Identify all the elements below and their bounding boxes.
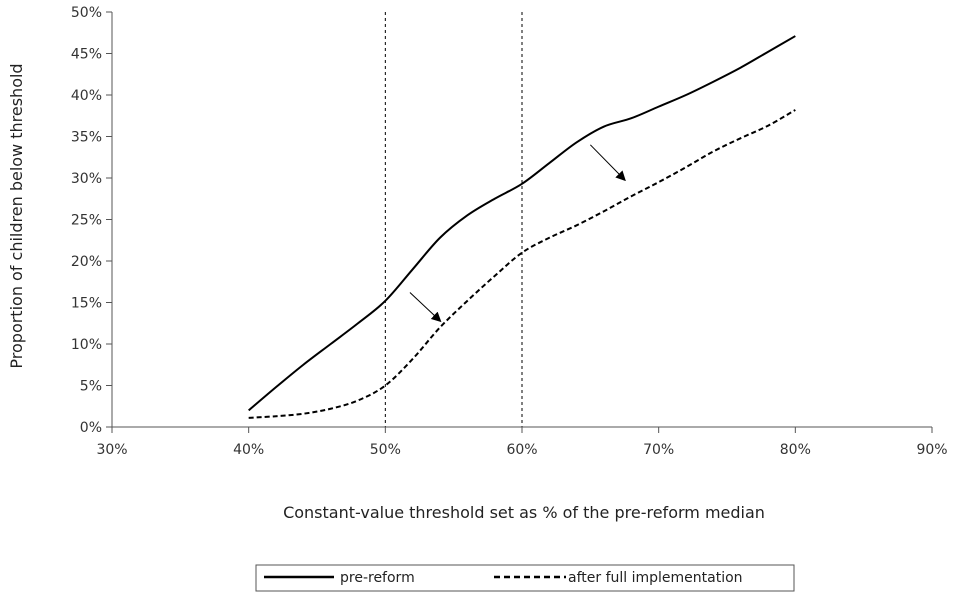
x-axis-title: Constant-value threshold set as % of the… (283, 503, 765, 522)
x-tick-label: 40% (233, 442, 264, 458)
annotation-arrow (409, 292, 442, 323)
series-line-pre-reform (248, 35, 796, 412)
legend-label-pre-reform: pre-reform (340, 570, 415, 586)
y-axis-ticks: 0% 5% 10% 15% 20% 25% 30% 35% 40% 45% 50% (71, 5, 112, 436)
legend: pre-reform after full implementation (255, 564, 795, 592)
y-tick-label: 35% (71, 130, 102, 146)
y-tick-label: 45% (71, 47, 102, 63)
x-tick-label: 90% (916, 442, 947, 458)
plot-series (248, 35, 796, 419)
annotation-arrow (589, 144, 626, 182)
y-tick-label: 25% (71, 213, 102, 229)
y-tick-label: 40% (71, 88, 102, 104)
x-tick-label: 30% (96, 442, 127, 458)
y-axis-title: Proportion of children below threshold (7, 63, 26, 368)
y-tick-label: 15% (71, 296, 102, 312)
x-axis-ticks: 30% 40% 50% 60% 70% 80% 90% (96, 427, 948, 458)
legend-label-after-full-implementation: after full implementation (568, 570, 743, 586)
y-tick-label: 0% (80, 420, 102, 436)
y-tick-label: 30% (71, 171, 102, 187)
x-tick-label: 70% (643, 442, 674, 458)
series-line-after-full-implementation (248, 109, 796, 419)
annotations (409, 144, 626, 323)
y-tick-label: 20% (71, 254, 102, 270)
x-tick-label: 60% (506, 442, 537, 458)
x-tick-label: 80% (780, 442, 811, 458)
y-tick-label: 10% (71, 337, 102, 353)
y-tick-label: 5% (80, 379, 102, 395)
y-tick-label: 50% (71, 5, 102, 21)
x-tick-label: 50% (370, 442, 401, 458)
